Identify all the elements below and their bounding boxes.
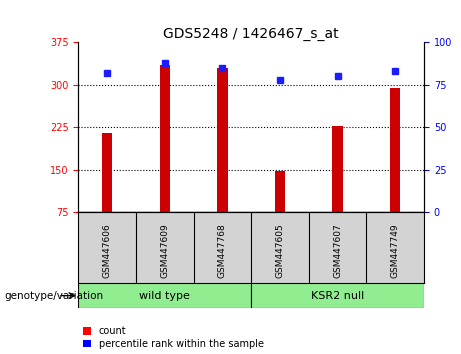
Bar bbox=[102, 133, 112, 212]
Bar bbox=[78, 283, 251, 308]
Bar bbox=[390, 88, 401, 212]
Legend: count, percentile rank within the sample: count, percentile rank within the sample bbox=[83, 326, 264, 349]
Text: GSM447609: GSM447609 bbox=[160, 223, 169, 278]
Bar bbox=[275, 171, 285, 212]
Text: genotype/variation: genotype/variation bbox=[5, 291, 104, 301]
Text: GSM447606: GSM447606 bbox=[103, 223, 112, 278]
Bar bbox=[332, 126, 343, 212]
Title: GDS5248 / 1426467_s_at: GDS5248 / 1426467_s_at bbox=[164, 28, 339, 41]
Bar bbox=[251, 283, 424, 308]
Text: wild type: wild type bbox=[139, 291, 190, 301]
Bar bbox=[217, 68, 228, 212]
Text: GSM447605: GSM447605 bbox=[276, 223, 284, 278]
Text: GSM447768: GSM447768 bbox=[218, 223, 227, 278]
Bar bbox=[160, 65, 170, 212]
Text: GSM447749: GSM447749 bbox=[391, 223, 400, 278]
Text: KSR2 null: KSR2 null bbox=[311, 291, 364, 301]
Text: GSM447607: GSM447607 bbox=[333, 223, 342, 278]
